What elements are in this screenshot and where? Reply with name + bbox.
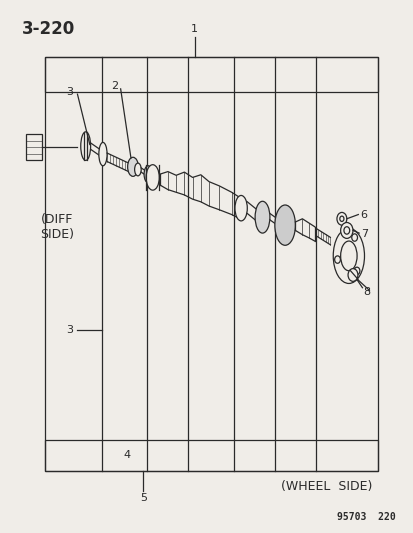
Ellipse shape [340,222,352,238]
Ellipse shape [254,201,269,233]
Text: 3-220: 3-220 [22,20,75,38]
Ellipse shape [146,165,159,190]
Ellipse shape [127,157,138,176]
Ellipse shape [334,256,339,263]
Text: 5: 5 [140,493,146,503]
Text: 1: 1 [191,25,198,35]
Ellipse shape [235,196,247,221]
Text: 4: 4 [123,450,130,461]
Ellipse shape [332,228,363,284]
Ellipse shape [351,234,357,241]
Text: 6: 6 [359,209,366,220]
Bar [45,57,377,92]
Text: (DIFF
SIDE): (DIFF SIDE) [40,213,74,241]
Text: 3: 3 [66,325,73,335]
Ellipse shape [134,163,141,176]
Ellipse shape [144,166,152,183]
Bar [45,440,377,471]
Ellipse shape [81,132,90,160]
Bar [45,57,377,471]
Ellipse shape [347,269,357,281]
Ellipse shape [340,241,356,271]
Ellipse shape [274,205,295,245]
Ellipse shape [353,267,359,274]
Ellipse shape [99,142,107,166]
Text: 3: 3 [66,86,73,96]
Ellipse shape [336,213,346,225]
Bar [26,134,42,160]
Ellipse shape [343,227,349,234]
Ellipse shape [339,216,343,221]
Text: 8: 8 [362,287,370,297]
Text: 95703  220: 95703 220 [337,512,395,522]
Text: (WHEEL  SIDE): (WHEEL SIDE) [280,480,371,493]
Text: 2: 2 [111,81,118,91]
Text: 7: 7 [360,229,367,239]
